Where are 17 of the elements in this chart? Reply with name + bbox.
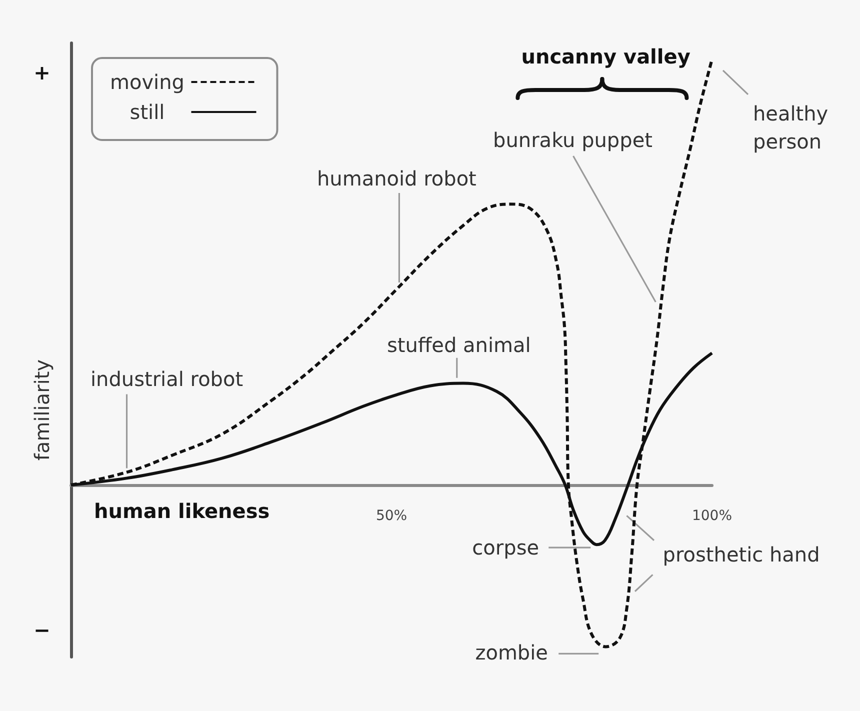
- annotation: industrial robot: [90, 367, 244, 392]
- annotation: bunraku puppet: [493, 128, 653, 152]
- x-axis-title: human likeness: [94, 499, 270, 524]
- annotation: humanoid robot: [316, 166, 477, 190]
- text: +: [34, 60, 50, 85]
- legend-label: still: [130, 100, 165, 124]
- annotation: zombie: [475, 640, 548, 665]
- annotation: corpse: [472, 536, 540, 560]
- x-tick-label: 50%: [376, 508, 408, 524]
- annotation: stuffed animal: [386, 332, 531, 357]
- legend-label: moving: [110, 70, 184, 94]
- annotation: healthy person: [753, 101, 835, 154]
- annotation: uncanny valley: [521, 44, 690, 69]
- annotation: prosthetic hand: [662, 542, 820, 567]
- y-axis-title: familiarity: [30, 359, 54, 461]
- text: −: [34, 618, 50, 642]
- x-tick-label: 100%: [692, 508, 732, 524]
